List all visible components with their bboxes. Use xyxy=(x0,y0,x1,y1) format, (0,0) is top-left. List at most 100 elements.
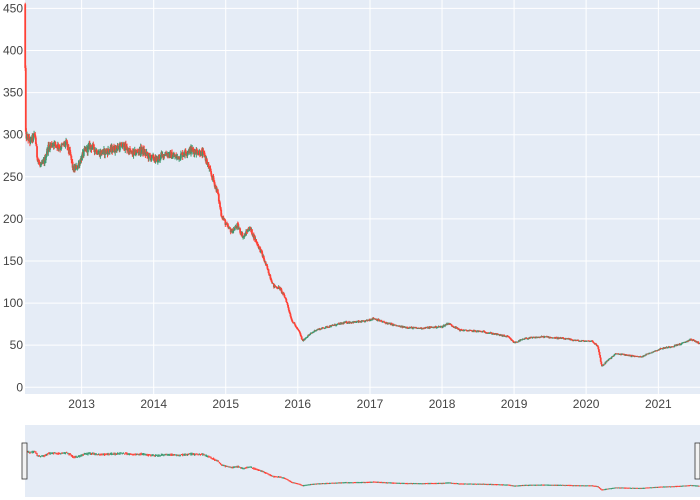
candle[interactable] xyxy=(297,329,300,332)
candle[interactable] xyxy=(149,154,152,162)
candle[interactable] xyxy=(474,329,477,332)
candle[interactable] xyxy=(203,150,206,158)
candle[interactable] xyxy=(51,142,54,148)
candle[interactable] xyxy=(158,154,161,162)
candle[interactable] xyxy=(38,159,41,164)
candle[interactable] xyxy=(328,327,330,328)
candle[interactable] xyxy=(496,333,499,335)
range-slider-right-handle[interactable] xyxy=(694,442,700,480)
candle[interactable] xyxy=(556,338,559,340)
candle[interactable] xyxy=(597,346,600,350)
candle[interactable] xyxy=(287,304,289,309)
candle[interactable] xyxy=(207,161,210,169)
candle[interactable] xyxy=(271,280,274,284)
candle[interactable] xyxy=(232,230,234,234)
candle[interactable] xyxy=(36,156,39,163)
candle[interactable] xyxy=(160,150,163,159)
candle[interactable] xyxy=(121,141,124,148)
candle[interactable] xyxy=(354,320,357,323)
candle[interactable] xyxy=(602,364,605,366)
candle[interactable] xyxy=(280,288,283,294)
candle[interactable] xyxy=(107,148,110,153)
candle[interactable] xyxy=(126,143,128,154)
candle[interactable] xyxy=(455,326,458,329)
candle[interactable] xyxy=(24,2,27,71)
candle[interactable] xyxy=(165,150,168,155)
candle[interactable] xyxy=(630,354,632,357)
candle[interactable] xyxy=(123,141,125,151)
candle[interactable] xyxy=(458,328,461,331)
candle[interactable] xyxy=(248,226,251,232)
candle[interactable] xyxy=(35,142,38,147)
candle[interactable] xyxy=(89,142,92,153)
candle[interactable] xyxy=(105,148,108,155)
candle[interactable] xyxy=(226,221,229,227)
candle[interactable] xyxy=(285,298,288,303)
candle[interactable] xyxy=(511,339,514,341)
candle[interactable] xyxy=(596,345,599,348)
candle[interactable] xyxy=(229,228,232,235)
candle[interactable] xyxy=(120,141,123,148)
candle[interactable] xyxy=(251,229,253,235)
candle[interactable] xyxy=(70,155,73,164)
candle[interactable] xyxy=(268,271,271,276)
candle[interactable] xyxy=(196,147,198,151)
candle[interactable] xyxy=(47,141,50,156)
candle[interactable] xyxy=(195,146,198,158)
candle[interactable] xyxy=(220,207,223,217)
candle[interactable] xyxy=(226,223,229,226)
candle[interactable] xyxy=(180,150,182,161)
candle[interactable] xyxy=(113,143,115,153)
candle[interactable] xyxy=(69,146,72,156)
candle[interactable] xyxy=(43,155,46,167)
candle[interactable] xyxy=(95,148,98,155)
candle[interactable] xyxy=(630,356,633,358)
candle[interactable] xyxy=(224,219,227,227)
candle[interactable] xyxy=(280,287,282,290)
candle[interactable] xyxy=(598,351,601,356)
candle[interactable] xyxy=(346,322,349,324)
candle[interactable] xyxy=(82,148,85,158)
candle[interactable] xyxy=(181,150,184,160)
candle[interactable] xyxy=(650,352,653,354)
range-slider-left-handle[interactable] xyxy=(21,442,28,480)
candle[interactable] xyxy=(37,158,40,165)
candle[interactable] xyxy=(78,159,81,168)
candle[interactable] xyxy=(595,342,597,345)
candle[interactable] xyxy=(294,324,297,328)
candle[interactable] xyxy=(76,165,79,170)
candle[interactable] xyxy=(582,339,585,342)
candle[interactable] xyxy=(204,154,207,164)
candle[interactable] xyxy=(196,149,199,155)
candle[interactable] xyxy=(270,278,273,282)
candle[interactable] xyxy=(49,142,51,153)
candle[interactable] xyxy=(50,140,53,148)
candle[interactable] xyxy=(241,232,244,238)
candle[interactable] xyxy=(151,154,153,161)
candle[interactable] xyxy=(517,341,520,343)
candle[interactable] xyxy=(246,228,249,233)
candle[interactable] xyxy=(34,136,37,146)
candle[interactable] xyxy=(200,150,202,156)
candle[interactable] xyxy=(291,319,294,322)
candle[interactable] xyxy=(194,149,197,154)
candle[interactable] xyxy=(377,318,380,321)
candle[interactable] xyxy=(290,315,292,319)
candle[interactable] xyxy=(132,148,135,159)
candle[interactable] xyxy=(151,154,154,158)
candle[interactable] xyxy=(628,354,631,356)
candle[interactable] xyxy=(345,321,348,324)
candle[interactable] xyxy=(283,293,286,298)
candle[interactable] xyxy=(34,131,37,139)
candle[interactable] xyxy=(209,165,211,169)
candle[interactable] xyxy=(592,341,595,344)
candle[interactable] xyxy=(71,159,74,171)
candle[interactable] xyxy=(39,161,41,168)
candle[interactable] xyxy=(254,235,256,242)
candle[interactable] xyxy=(301,338,304,341)
candle[interactable] xyxy=(57,142,60,152)
candle[interactable] xyxy=(65,139,68,142)
candle[interactable] xyxy=(245,229,247,236)
candle[interactable] xyxy=(600,361,603,365)
candle[interactable] xyxy=(102,149,105,155)
